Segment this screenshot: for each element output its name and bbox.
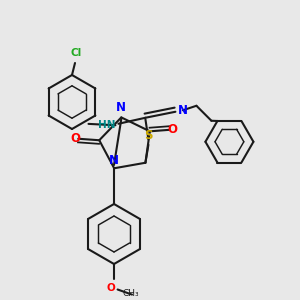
Text: O: O — [70, 132, 80, 145]
Text: S: S — [144, 129, 153, 142]
Text: O: O — [167, 123, 177, 136]
Text: N: N — [178, 104, 188, 117]
Text: N: N — [116, 101, 126, 114]
Text: HN: HN — [98, 120, 116, 130]
Text: N: N — [109, 154, 119, 166]
Text: CH₃: CH₃ — [122, 290, 139, 298]
Text: Cl: Cl — [71, 49, 82, 58]
Text: O: O — [106, 283, 116, 293]
